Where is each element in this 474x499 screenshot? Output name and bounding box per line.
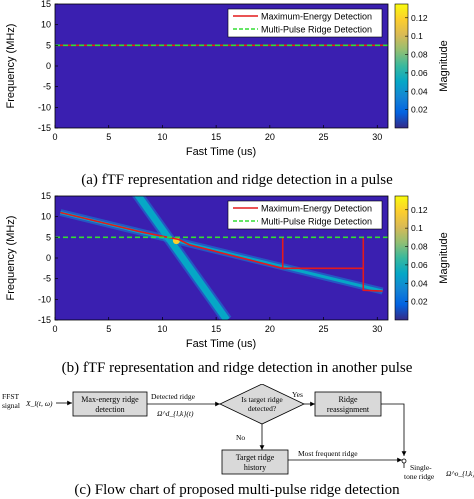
input-label-signal: signal — [2, 401, 20, 410]
x-tick-label: 0 — [52, 132, 57, 142]
y-tick-label: 10 — [41, 212, 51, 222]
box-reassignment-line-1: Ridge — [338, 395, 358, 404]
panel-a: 0 5 10 15 20 25 30 15 10 5 0 -5 -10 -15 Maximum-Ener… — [0, 0, 474, 190]
colorbar-tick-label: 0.08 — [411, 242, 428, 252]
y-tick-label: -15 — [38, 315, 51, 325]
detection-lines — [55, 211, 388, 292]
x-tick-label: 25 — [319, 324, 329, 334]
caption-c: (c) Flow chart of proposed multi-pulse r… — [74, 482, 400, 498]
caption-b: (b) fTF representation and ridge detecti… — [61, 360, 413, 376]
x-tick-label: 5 — [106, 132, 111, 142]
x-tick-label: 30 — [372, 324, 382, 334]
x-tick-label: 10 — [157, 324, 167, 334]
arrow-reassign-out — [381, 403, 407, 456]
y-tick-label: 5 — [46, 232, 51, 242]
x-tick-label: 20 — [265, 324, 275, 334]
detected-label: Detected ridge — [151, 392, 196, 401]
caption-a: (a) fTF representation and ridge detecti… — [81, 172, 393, 188]
box-history-line-2: history — [244, 463, 266, 472]
colorbar-tick-label: 0.04 — [411, 278, 428, 288]
y-axis: 15 10 5 0 -5 -10 -15 — [38, 191, 58, 325]
y-tick-label: -15 — [38, 123, 51, 133]
decision-line-1: Is target ridge — [241, 395, 283, 404]
colorbar-tick-label: 0.12 — [411, 13, 428, 23]
y-tick-label: -5 — [43, 274, 51, 284]
legend-box — [227, 8, 383, 38]
colorbar-axis: 0.12 0.1 0.08 0.06 0.04 0.02 — [405, 205, 428, 307]
plot-frame — [54, 195, 389, 321]
legend-label-multi-pulse: Multi-Pulse Ridge Detection — [261, 25, 372, 35]
ridge-2 — [134, 196, 230, 320]
colorbar-axis: 0.12 0.1 0.08 0.06 0.04 0.02 — [405, 13, 428, 115]
y-tick-label: -5 — [43, 82, 51, 92]
box-history — [221, 449, 289, 475]
colorbar-tick-label: 0.08 — [411, 50, 428, 60]
output-label-1: Single- — [410, 463, 432, 472]
plot-frame — [54, 3, 389, 129]
box-reassignment — [314, 391, 382, 417]
colorbar-tick-label: 0.12 — [411, 205, 428, 215]
y-tick-label: -10 — [38, 294, 51, 304]
x-tick-label: 15 — [211, 132, 221, 142]
x-axis-label: Fast Time (us) — [186, 146, 256, 158]
y-tick-label: -10 — [38, 102, 51, 112]
most-frequent-label: Most frequent ridge — [298, 449, 358, 458]
y-tick-label: 0 — [46, 253, 51, 263]
output-label-2: tone ridge — [404, 472, 435, 481]
y-axis-label: Frequency (MHz) — [5, 24, 17, 109]
output-junction — [401, 458, 407, 464]
series-max-energy — [60, 211, 383, 292]
y-tick-label: 15 — [41, 0, 51, 9]
panel-b-figure: 0 5 10 15 20 25 30 15 10 5 0 -5 -10 -15 Maximum-Ener… — [5, 191, 450, 350]
colorbar-label: Magnitude — [438, 40, 450, 91]
no-label: No — [236, 433, 245, 442]
colorbar-tick-label: 0.04 — [411, 86, 428, 96]
colorbar — [394, 3, 409, 129]
colorbar-tick-label: 0.06 — [411, 260, 428, 270]
colorbar-tick-label: 0.02 — [411, 105, 428, 115]
legend: Maximum-Energy Detection Multi-Pulse Rid… — [227, 8, 383, 38]
box-reassignment-line-2: reassignment — [327, 405, 370, 414]
box-history-line-1: Target ridge — [236, 453, 275, 462]
panel-a-figure: 0 5 10 15 20 25 30 15 10 5 0 -5 -10 -15 Maximum-Ener… — [5, 0, 450, 158]
legend-label-multi-pulse: Multi-Pulse Ridge Detection — [261, 217, 372, 227]
x-axis-label: Fast Time (us) — [186, 338, 256, 350]
x-tick-label: 20 — [265, 132, 275, 142]
x-tick-label: 5 — [106, 324, 111, 334]
y-tick-label: 5 — [46, 40, 51, 50]
detected-symbol: Ω^d_{l,k}(t) — [157, 409, 194, 418]
panel-b: 0 5 10 15 20 25 30 15 10 5 0 -5 -10 -15 Maximum-Ener… — [0, 190, 474, 382]
flowchart: FFST signal X_l(t, ω) Max-energy ridge d… — [2, 384, 474, 481]
input-symbol: X_l(t, ω) — [25, 399, 53, 408]
legend-label-max-energy: Maximum-Energy Detection — [261, 204, 372, 214]
legend-label-max-energy: Maximum-Energy Detection — [261, 12, 372, 22]
x-tick-label: 10 — [157, 132, 167, 142]
legend-box — [227, 200, 383, 230]
x-tick-label: 30 — [372, 132, 382, 142]
colorbar-tick-label: 0.1 — [411, 31, 423, 41]
colorbar-tick-label: 0.02 — [411, 297, 428, 307]
x-axis: 0 5 10 15 20 25 30 — [52, 317, 382, 334]
output-symbol: Ω^o_{l,k}(t) — [446, 469, 474, 478]
box-max-energy — [72, 391, 148, 417]
yes-label: Yes — [292, 390, 303, 399]
colorbar — [394, 195, 409, 321]
box-max-energy-line-2: detection — [95, 405, 124, 414]
decision-line-2: detected? — [248, 404, 277, 413]
x-axis: 0 5 10 15 20 25 30 — [52, 125, 382, 142]
x-tick-label: 15 — [211, 324, 221, 334]
y-tick-label: 10 — [41, 20, 51, 30]
y-tick-label: 0 — [46, 61, 51, 71]
panel-c: FFST signal X_l(t, ω) Max-energy ridge d… — [0, 384, 474, 498]
y-axis-label: Frequency (MHz) — [5, 216, 17, 301]
colorbar-tick-label: 0.1 — [411, 223, 423, 233]
y-tick-label: 15 — [41, 191, 51, 201]
colorbar-tick-label: 0.06 — [411, 68, 428, 78]
x-tick-label: 0 — [52, 324, 57, 334]
colorbar-label: Magnitude — [438, 232, 450, 283]
legend: Maximum-Energy Detection Multi-Pulse Rid… — [227, 200, 383, 230]
input-label-ffst: FFST — [2, 392, 20, 401]
x-tick-label: 25 — [319, 132, 329, 142]
box-max-energy-line-1: Max-energy ridge — [81, 395, 139, 404]
